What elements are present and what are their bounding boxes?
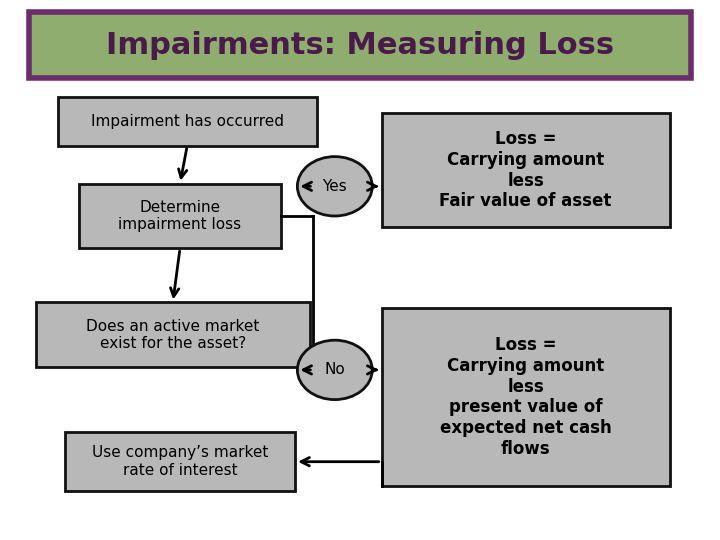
Text: Does an active market
exist for the asset?: Does an active market exist for the asse… (86, 319, 259, 351)
FancyBboxPatch shape (382, 113, 670, 227)
Text: Determine
impairment loss: Determine impairment loss (118, 200, 242, 232)
FancyBboxPatch shape (29, 12, 691, 78)
Text: Loss =
Carrying amount
less
present value of
expected net cash
flows: Loss = Carrying amount less present valu… (440, 336, 611, 458)
Text: Loss =
Carrying amount
less
Fair value of asset: Loss = Carrying amount less Fair value o… (439, 130, 612, 210)
FancyBboxPatch shape (382, 308, 670, 486)
Text: No: No (325, 362, 345, 377)
Ellipse shape (297, 340, 372, 400)
Text: Use company’s market
rate of interest: Use company’s market rate of interest (92, 446, 268, 478)
FancyBboxPatch shape (79, 184, 281, 248)
Text: Impairment has occurred: Impairment has occurred (91, 114, 284, 129)
Ellipse shape (297, 157, 372, 216)
Text: Impairments: Measuring Loss: Impairments: Measuring Loss (106, 31, 614, 60)
FancyBboxPatch shape (65, 432, 295, 491)
Text: Yes: Yes (323, 179, 347, 194)
FancyBboxPatch shape (36, 302, 310, 367)
FancyBboxPatch shape (58, 97, 317, 146)
